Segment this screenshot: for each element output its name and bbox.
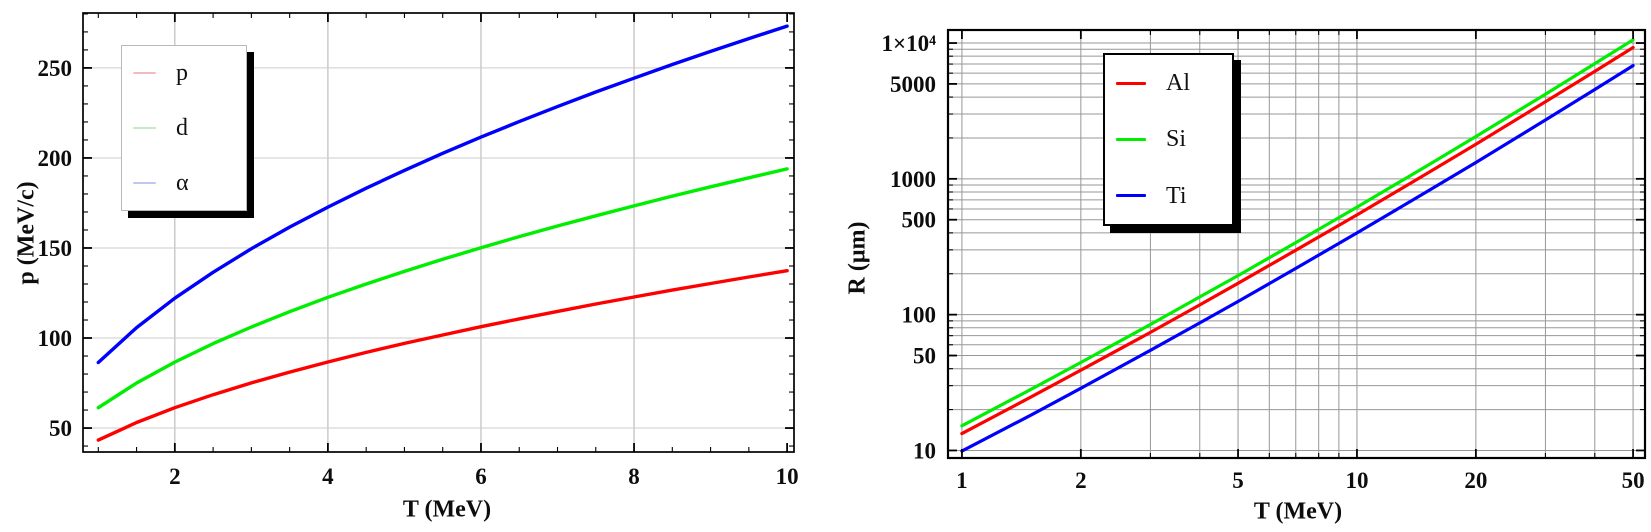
legend-line-swatch: [133, 126, 156, 129]
series-Al: [960, 45, 1635, 436]
x-axis-label-momentum: T (MeV): [402, 496, 492, 523]
x-tick-label: 5: [1232, 468, 1244, 493]
y-axis-label-momentum: p (MeV/c): [13, 181, 40, 285]
y-tick-label: 500: [902, 208, 937, 233]
y-tick-label: 5000: [890, 72, 936, 97]
legend-row: Si: [1105, 127, 1232, 151]
legend-label: Ti: [1166, 182, 1187, 209]
legend-line-swatch: [1116, 194, 1146, 198]
x-tick-label: 10: [1345, 468, 1368, 493]
legend-label: Si: [1166, 126, 1187, 153]
y-tick-label: 1×10⁴: [881, 31, 936, 56]
legend-row: Al: [1105, 71, 1232, 95]
legend-line-swatch: [133, 72, 156, 75]
legend-label: p: [176, 60, 188, 87]
y-tick-label: 50: [49, 416, 72, 441]
legend-row: Ti: [1105, 184, 1232, 208]
legend-label: Al: [1166, 70, 1190, 97]
x-tick-label: 1: [956, 468, 968, 493]
legend-row: d: [122, 116, 246, 140]
x-tick-label: 20: [1464, 468, 1487, 493]
series-d: [96, 167, 789, 410]
y-tick-label: 50: [913, 344, 936, 369]
y-tick-label: 100: [902, 303, 937, 328]
x-tick-label: 6: [475, 464, 487, 489]
series-Si: [960, 38, 1635, 428]
legend-line-swatch: [1116, 81, 1146, 85]
y-tick-label: 1000: [890, 167, 936, 192]
y-tick-label: 200: [38, 146, 73, 171]
legend-label: α: [176, 169, 189, 196]
x-tick-label: 2: [1075, 468, 1087, 493]
plot-frame: [82, 12, 795, 453]
y-tick-label: 10: [913, 438, 936, 463]
legend-line-swatch: [133, 181, 156, 184]
plot-frame: [946, 28, 1647, 460]
y-axis-label-range: R (μm): [844, 221, 871, 295]
legend-row: p: [122, 61, 246, 85]
x-axis-label-range: T (MeV): [1253, 498, 1343, 525]
legend-label: d: [176, 114, 188, 141]
x-tick-label: 10: [776, 464, 799, 489]
x-tick-label: 4: [322, 464, 334, 489]
x-tick-label: 50: [1622, 468, 1645, 493]
legend-range: Al Si Ti: [1103, 53, 1234, 226]
series-p: [96, 269, 789, 442]
legend-line-swatch: [1116, 137, 1146, 141]
y-tick-label: 250: [38, 56, 73, 81]
y-tick-label: 100: [38, 326, 73, 351]
x-tick-label: 8: [628, 464, 640, 489]
series-α: [96, 24, 789, 365]
series-Ti: [960, 63, 1635, 453]
y-tick-label: 150: [38, 236, 73, 261]
legend-row: α: [122, 171, 246, 195]
x-tick-label: 2: [169, 464, 181, 489]
